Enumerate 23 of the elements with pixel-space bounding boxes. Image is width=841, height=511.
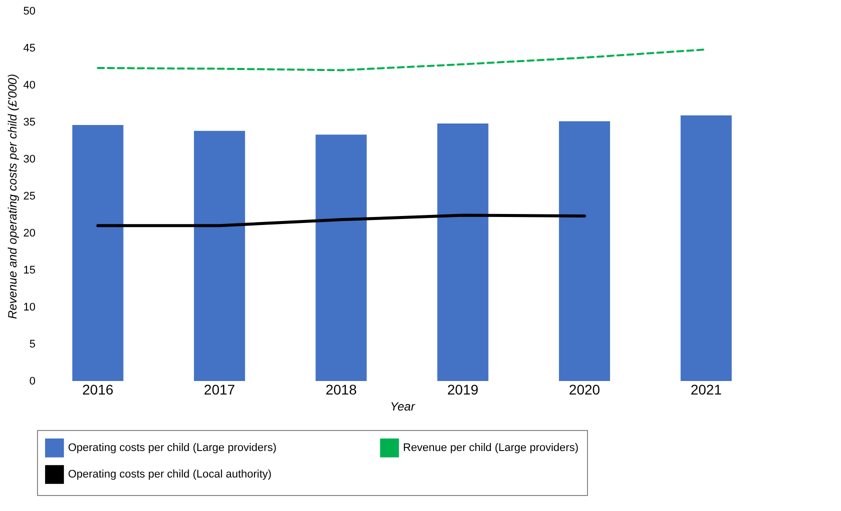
legend-label: Revenue per child (Large providers) [403,442,578,454]
y-tick-label: 10 [23,302,36,314]
y-tick-label: 0 [29,376,36,388]
x-tick-label: 2019 [447,382,479,398]
y-axis-title: Revenue and operating costs per child (£'000) [5,74,20,320]
y-tick-label: 45 [23,42,36,54]
x-tick-label: 2016 [82,382,114,398]
y-tick-label: 15 [23,264,36,276]
y-tick-label: 5 [29,338,36,350]
x-axis-title: Year [390,400,416,414]
x-tick-label: 2020 [568,382,600,398]
y-tick-label: 20 [23,228,36,240]
y-tick-label: 50 [23,6,36,18]
y-tick-label: 30 [23,154,36,166]
legend-label: Operating costs per child (Local authority) [68,468,272,480]
legend-label: Operating costs per child (Large providers) [68,442,276,454]
y-tick-label: 40 [23,80,36,92]
x-tick-label: 2017 [204,382,236,398]
y-tick-label: 25 [23,190,36,202]
x-tick-label: 2018 [326,382,357,398]
y-tick-label: 35 [23,116,36,128]
line-series [96,214,586,228]
x-tick-label: 2021 [690,382,722,398]
